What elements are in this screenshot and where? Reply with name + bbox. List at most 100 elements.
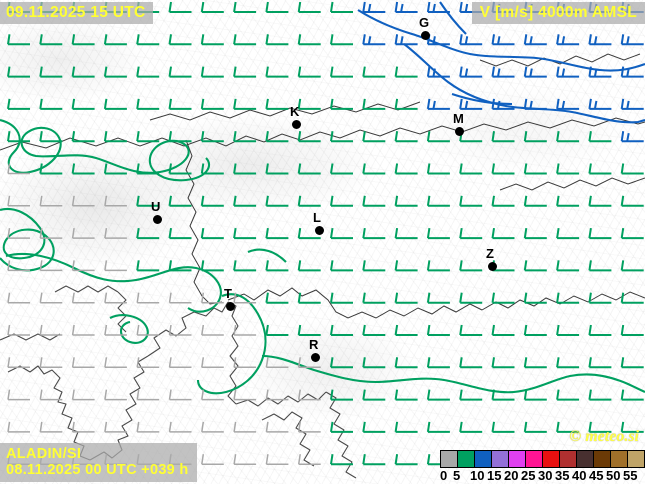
- wind-barb: [620, 163, 644, 175]
- wind-barb: [168, 292, 192, 304]
- legend-tick-5: 5: [453, 468, 461, 483]
- wind-barb: [39, 163, 63, 175]
- national-borders: [0, 53, 645, 319]
- wind-barb: [168, 324, 192, 336]
- wind-barb: [620, 389, 644, 401]
- wind-barb: [362, 163, 386, 175]
- wind-barb: [7, 163, 30, 175]
- wind-barb: [394, 131, 418, 143]
- legend-swatch-20: [509, 451, 526, 467]
- wind-barb: [556, 131, 580, 143]
- wind-barb: [265, 389, 289, 401]
- legend-tick-35: 35: [555, 468, 570, 483]
- wind-barb: [459, 260, 483, 272]
- wind-barb: [459, 195, 483, 207]
- wind-barb: [330, 195, 353, 207]
- wind-barb: [426, 66, 450, 78]
- wind-barb: [459, 421, 483, 433]
- wind-barb: [71, 163, 95, 175]
- wind-barb: [459, 163, 483, 175]
- wind-barb: [168, 163, 192, 175]
- wind-barb: [491, 98, 515, 110]
- wind-barb: [7, 34, 30, 46]
- wind-barb: [426, 34, 450, 46]
- wind-barb: [588, 421, 612, 433]
- wind-barb: [297, 163, 321, 175]
- wind-barb: [200, 98, 224, 110]
- wind-barb: [233, 163, 257, 175]
- wind-barb: [71, 66, 95, 78]
- wind-barb: [104, 260, 127, 272]
- wind-barb: [330, 163, 353, 175]
- wind-barb: [168, 131, 192, 143]
- wind-barb: [168, 357, 192, 369]
- wind-barb: [200, 260, 224, 272]
- legend-swatch-45: [594, 451, 611, 467]
- wind-barb: [233, 292, 257, 304]
- legend-swatch-55: [628, 451, 644, 467]
- wind-barb: [426, 389, 450, 401]
- wind-barb: [523, 34, 547, 46]
- wind-barb: [7, 357, 30, 369]
- wind-barb: [588, 34, 612, 46]
- wind-barb: [556, 98, 580, 110]
- wind-barb: [426, 357, 450, 369]
- wind-barb: [620, 357, 644, 369]
- wind-barb: [71, 389, 95, 401]
- wind-barb: [297, 195, 321, 207]
- wind-barb: [201, 454, 224, 465]
- city-label-trieste: T: [224, 286, 232, 301]
- wind-barb: [39, 195, 63, 207]
- legend-swatches: [440, 450, 645, 468]
- wind-barb: [394, 324, 418, 336]
- city-dot-zagreb: [488, 262, 497, 271]
- legend-swatch-25: [526, 451, 543, 467]
- wind-barb: [426, 98, 450, 110]
- wind-barb: [103, 131, 127, 143]
- wind-barb: [362, 292, 386, 304]
- wind-barb: [39, 227, 63, 239]
- wind-barb: [459, 389, 483, 401]
- wind-barb: [426, 260, 450, 272]
- legend-tick-30: 30: [538, 468, 553, 483]
- valid-time-banner: 09.11.2025 15 UTC: [0, 2, 153, 25]
- wind-barb: [362, 1, 386, 13]
- wind-barb: [104, 324, 127, 336]
- wind-barb: [39, 292, 63, 304]
- legend-tick-10: 10: [470, 468, 485, 483]
- wind-barb: [459, 34, 483, 46]
- wind-barb: [136, 98, 160, 110]
- wind-barb: [330, 454, 353, 466]
- city-label-udine: U: [151, 199, 161, 214]
- wind-barb: [426, 421, 450, 433]
- wind-barb: [233, 66, 257, 78]
- wind-barb: [233, 98, 257, 110]
- wind-barb: [233, 131, 257, 143]
- wind-barb: [265, 163, 289, 175]
- wind-barb: [523, 195, 547, 207]
- wind-barb: [200, 131, 224, 143]
- wind-barb: [200, 163, 224, 175]
- wind-barb: [556, 357, 580, 369]
- wind-barb: [39, 421, 63, 433]
- wind-barb: [523, 98, 547, 110]
- wind-barb: [394, 98, 418, 110]
- wind-barb: [39, 131, 63, 143]
- wind-barb: [330, 260, 353, 272]
- legend-swatch-30: [543, 451, 560, 467]
- wind-barb: [168, 421, 192, 433]
- wind-barb: [7, 324, 30, 336]
- wind-barb: [39, 357, 63, 369]
- wind-barb: [362, 66, 386, 78]
- wind-barb: [394, 34, 418, 46]
- wind-barb: [362, 324, 386, 336]
- city-label-klagenfurt: K: [290, 104, 300, 119]
- wind-barb: [459, 66, 483, 78]
- wind-barb: [620, 227, 644, 240]
- wind-barb: [265, 421, 289, 433]
- wind-barb: [556, 227, 580, 240]
- legend-swatch-35: [560, 451, 577, 467]
- wind-barb: [201, 421, 224, 433]
- wind-barb: [39, 260, 63, 272]
- wind-barb: [233, 454, 257, 465]
